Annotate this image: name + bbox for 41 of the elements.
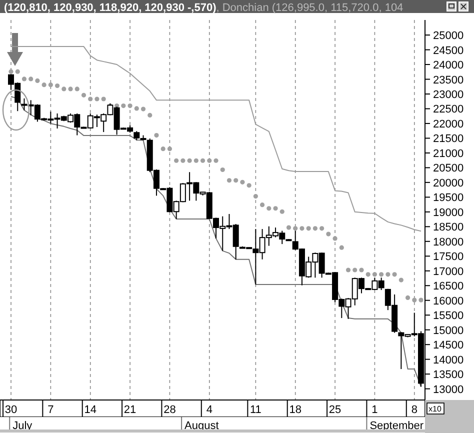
y-tick-label: 18000 (433, 236, 464, 248)
y-tick-label: 24500 (433, 44, 464, 57)
y-tick-label: 14000 (433, 354, 464, 366)
y-tick-label: 20500 (433, 162, 464, 175)
y-tick-label: 23500 (433, 74, 464, 86)
x-tick-label: 21 (124, 404, 136, 416)
y-tick-label: 23000 (433, 88, 464, 101)
y-tick-label: 22000 (433, 118, 464, 130)
y-tick-label: 19500 (433, 192, 464, 204)
text: July (12, 420, 33, 432)
x-tick-label: 11 (250, 404, 262, 416)
x-tick-label: 28 (164, 404, 176, 416)
text: September (370, 420, 424, 432)
chart-subtitle: , Donchian (126,995.0, 115,720.0, 104 (216, 2, 404, 14)
x-tick-label: 8 (411, 404, 418, 416)
x-tick-label: 25 (328, 404, 342, 416)
y-tick-label: 20000 (433, 177, 464, 190)
y-tick-label: 16500 (433, 280, 464, 293)
x-tick-label: 7 (48, 404, 54, 416)
y-tick-label: 24000 (433, 60, 464, 72)
y-tick-label: 13000 (433, 384, 464, 396)
y-tick-label: 16000 (433, 295, 464, 308)
x-tick-label: 18 (289, 404, 302, 416)
y-tick-label: 15000 (433, 324, 464, 337)
y-tick-label: 14500 (433, 340, 464, 352)
text: August (184, 420, 219, 432)
x-tick-label: 30 (4, 404, 18, 416)
x-tick-label: 1 (372, 404, 378, 416)
y-tick-label: 21000 (433, 148, 464, 160)
x-tick-label: 14 (84, 404, 96, 416)
x-tick-label: 4 (206, 404, 212, 416)
y-tick-label: 15500 (433, 310, 464, 322)
y-tick-label: 19000 (433, 206, 464, 219)
y-tick-label: 22500 (433, 104, 464, 116)
y-tick-label: 18500 (433, 222, 464, 234)
y-tick-label: 21500 (433, 133, 464, 146)
y-tick-label: 13500 (433, 369, 464, 382)
y-tick-label: 17000 (433, 266, 464, 278)
y-tick-label: 25000 (433, 30, 464, 42)
y-tick-label: 17500 (433, 251, 464, 264)
text: x10 (428, 404, 442, 414)
